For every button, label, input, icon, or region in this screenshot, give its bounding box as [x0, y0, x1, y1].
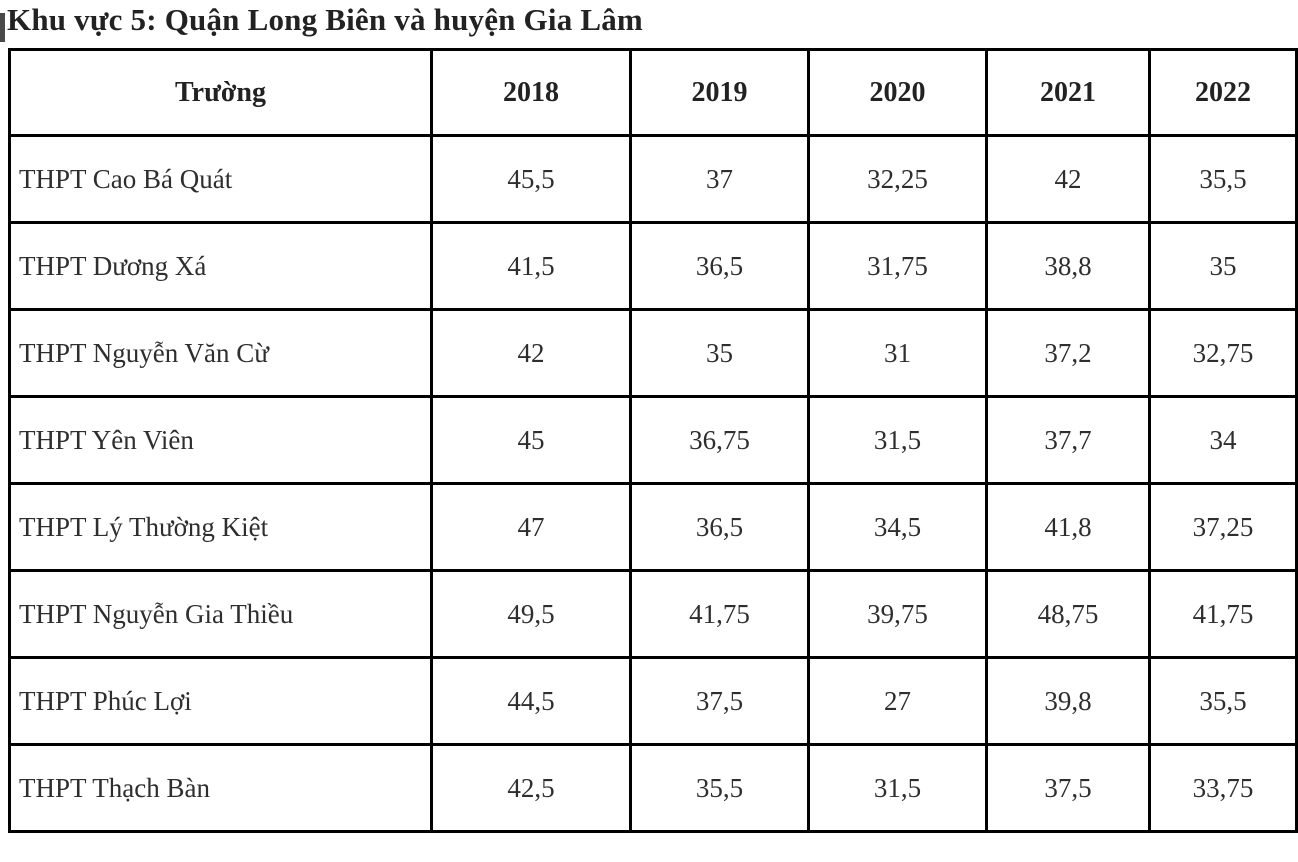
table-row: THPT Thạch Bàn 42,5 35,5 31,5 37,5 33,75	[8, 743, 1298, 833]
score-cell: 48,75	[985, 569, 1151, 659]
school-name: THPT Thạch Bàn	[8, 743, 433, 833]
score-cell: 42	[985, 134, 1151, 224]
school-name: THPT Dương Xá	[8, 221, 433, 311]
school-name: THPT Lý Thường Kiệt	[8, 482, 433, 572]
column-header-2021: 2021	[985, 48, 1151, 137]
table-row: THPT Cao Bá Quát 45,5 37 32,25 42 35,5	[8, 134, 1298, 224]
table-row: THPT Yên Viên 45 36,75 31,5 37,7 34	[8, 395, 1298, 485]
score-cell: 37,2	[985, 308, 1151, 398]
score-cell: 39,8	[985, 656, 1151, 746]
score-cell: 37,5	[629, 656, 810, 746]
score-cell: 32,25	[807, 134, 988, 224]
score-cell: 35,5	[1148, 656, 1298, 746]
score-cell: 37,25	[1148, 482, 1298, 572]
table-row: THPT Phúc Lợi 44,5 37,5 27 39,8 35,5	[8, 656, 1298, 746]
score-cell: 45,5	[430, 134, 632, 224]
score-cell: 41,75	[1148, 569, 1298, 659]
benchmark-score-table: Trường 2018 2019 2020 2021 2022 THPT Cao…	[8, 48, 1298, 833]
score-cell: 41,75	[629, 569, 810, 659]
score-cell: 31,75	[807, 221, 988, 311]
table-row: THPT Nguyễn Văn Cừ 42 35 31 37,2 32,75	[8, 308, 1298, 398]
school-name: THPT Nguyễn Gia Thiều	[8, 569, 433, 659]
text-cursor-bar	[0, 13, 5, 42]
table-row: THPT Dương Xá 41,5 36,5 31,75 38,8 35	[8, 221, 1298, 311]
score-cell: 31	[807, 308, 988, 398]
score-cell: 42	[430, 308, 632, 398]
score-cell: 39,75	[807, 569, 988, 659]
score-cell: 35,5	[629, 743, 810, 833]
score-cell: 37,5	[985, 743, 1151, 833]
school-name: THPT Phúc Lợi	[8, 656, 433, 746]
score-cell: 36,5	[629, 482, 810, 572]
column-header-school: Trường	[8, 48, 433, 137]
table-row: THPT Nguyễn Gia Thiều 49,5 41,75 39,75 4…	[8, 569, 1298, 659]
score-cell: 32,75	[1148, 308, 1298, 398]
column-header-2022: 2022	[1148, 48, 1298, 137]
score-cell: 36,5	[629, 221, 810, 311]
score-cell: 36,75	[629, 395, 810, 485]
table-header-row: Trường 2018 2019 2020 2021 2022	[8, 48, 1298, 137]
column-header-2020: 2020	[807, 48, 988, 137]
school-name: THPT Nguyễn Văn Cừ	[8, 308, 433, 398]
score-cell: 41,8	[985, 482, 1151, 572]
score-cell: 33,75	[1148, 743, 1298, 833]
table-row: THPT Lý Thường Kiệt 47 36,5 34,5 41,8 37…	[8, 482, 1298, 572]
score-cell: 34	[1148, 395, 1298, 485]
score-cell: 35	[1148, 221, 1298, 311]
school-name: THPT Cao Bá Quát	[8, 134, 433, 224]
score-cell: 34,5	[807, 482, 988, 572]
score-cell: 27	[807, 656, 988, 746]
score-cell: 35	[629, 308, 810, 398]
score-cell: 31,5	[807, 395, 988, 485]
column-header-2019: 2019	[629, 48, 810, 137]
score-cell: 47	[430, 482, 632, 572]
score-cell: 49,5	[430, 569, 632, 659]
score-cell: 41,5	[430, 221, 632, 311]
score-cell: 35,5	[1148, 134, 1298, 224]
school-name: THPT Yên Viên	[8, 395, 433, 485]
score-cell: 31,5	[807, 743, 988, 833]
score-cell: 38,8	[985, 221, 1151, 311]
score-cell: 44,5	[430, 656, 632, 746]
score-cell: 45	[430, 395, 632, 485]
score-cell: 42,5	[430, 743, 632, 833]
column-header-2018: 2018	[430, 48, 632, 137]
section-title: Khu vực 5: Quận Long Biên và huyện Gia L…	[7, 2, 643, 37]
score-cell: 37,7	[985, 395, 1151, 485]
score-cell: 37	[629, 134, 810, 224]
